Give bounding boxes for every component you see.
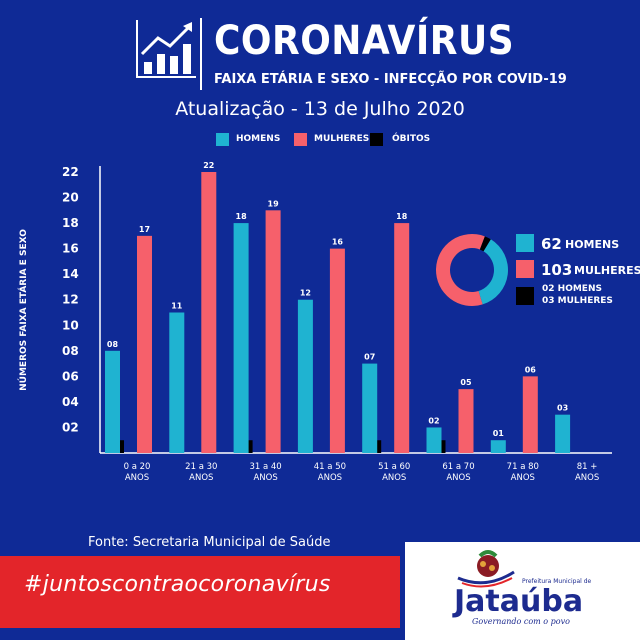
bar-mulheres (265, 210, 281, 453)
source-note: Fonte: Secretaria Municipal de Saúde (88, 535, 331, 550)
donut-swatch-obitos (516, 287, 534, 305)
bar-mulheres (329, 248, 345, 453)
x-tick-label: 31 a 40 (249, 462, 281, 472)
bar-homens (426, 427, 442, 453)
data-label-homens: 02 (428, 416, 439, 425)
y-tick-label: 16 (62, 242, 79, 256)
chart-growth-icon (136, 20, 196, 78)
bar-homens (297, 299, 313, 453)
x-tick-label: 51 a 60 (378, 462, 410, 472)
x-tick-label: 21 a 30 (185, 462, 217, 472)
legend-label-mulheres: MULHERES (314, 134, 370, 144)
donut-homens-value: 62 (541, 235, 562, 253)
data-label-mulheres: 19 (268, 199, 280, 208)
legend-swatch-mulheres (294, 133, 307, 146)
data-label-mulheres: 18 (396, 212, 408, 221)
donut-chart (436, 234, 508, 306)
legend-swatch-obitos (370, 133, 383, 146)
data-label-mulheres: 05 (460, 378, 472, 387)
y-tick-label: 02 (62, 420, 79, 434)
data-label-homens: 12 (300, 289, 311, 298)
bar-homens (169, 312, 185, 453)
x-tick-label-unit: ANOS (318, 473, 342, 483)
data-label-homens: 11 (171, 302, 183, 311)
logo-name: Jataúba (454, 584, 584, 619)
donut-slice (478, 239, 508, 305)
data-label-homens: 18 (236, 212, 248, 221)
x-tick-label: 81 + (577, 462, 598, 472)
page-title: CORONAVÍRUS (214, 18, 515, 64)
page-subtitle: FAIXA ETÁRIA E SEXO - INFECÇÃO POR COVID… (214, 72, 567, 87)
y-tick-label: 06 (62, 369, 79, 383)
logo-panel (405, 542, 640, 640)
bar-homens (233, 223, 249, 453)
x-tick-label: 71 a 80 (507, 462, 539, 472)
bar-chart: NÚMEROS FAIXA ETÁRIA E SEXO 02 04 06 08 10 12 1… (17, 161, 612, 483)
bar-homens (105, 350, 120, 453)
y-axis-label: NÚMEROS FAIXA ETÁRIA E SEXO (17, 229, 29, 391)
data-label-mulheres: 22 (203, 161, 214, 170)
bar-mulheres (458, 389, 474, 453)
x-tick-label-unit: ANOS (125, 473, 149, 483)
logo-small-text: Prefeitura Municipal de (522, 578, 592, 585)
donut-slice (479, 236, 491, 252)
x-tick-label-unit: ANOS (575, 473, 599, 483)
donut-mulheres-label: MULHERES (574, 264, 640, 277)
x-tick-label-unit: ANOS (511, 473, 535, 483)
donut-swatch-mulheres (516, 260, 534, 278)
y-tick-label: 18 (62, 216, 79, 230)
municipal-logo-emblem (457, 550, 515, 588)
y-tick-label: 22 (62, 165, 79, 179)
x-tick-label-unit: ANOS (253, 473, 277, 483)
y-tick-label: 14 (62, 267, 79, 281)
header-divider (200, 18, 202, 90)
bar-mulheres (201, 172, 217, 453)
donut-obitos-line1: 02 HOMENS (542, 284, 602, 294)
update-date: Atualização - 13 de Julho 2020 (175, 98, 465, 120)
hashtag-text: #juntoscontraocoronavírus (24, 572, 331, 597)
bar-mulheres (522, 376, 538, 453)
x-tick-label: 0 a 20 (124, 462, 151, 472)
x-tick-label-unit: ANOS (382, 473, 406, 483)
data-label-homens: 01 (493, 429, 505, 438)
donut-swatch-homens (516, 234, 534, 252)
donut-slice (436, 234, 485, 306)
data-label-mulheres: 17 (139, 225, 150, 234)
data-label-homens: 08 (107, 340, 119, 349)
y-tick-label: 08 (62, 344, 79, 358)
legend-label-homens: HOMENS (236, 134, 281, 144)
bar-homens (490, 440, 506, 453)
data-label-mulheres: 16 (332, 238, 344, 247)
y-tick-label: 20 (62, 191, 79, 205)
legend-label-obitos: ÓBITOS (392, 134, 431, 144)
bar-homens (362, 363, 378, 453)
data-label-mulheres: 06 (525, 365, 537, 374)
hashtag-banner: #juntoscontraocoronavírus (0, 556, 400, 628)
y-tick-label: 12 (62, 293, 79, 307)
x-tick-label: 41 a 50 (314, 462, 346, 472)
x-tick-label-unit: ANOS (446, 473, 470, 483)
logo-slogan: Governando com o povo (472, 617, 570, 626)
y-tick-label: 04 (62, 395, 79, 409)
x-tick-label-unit: ANOS (189, 473, 213, 483)
bar-homens (555, 414, 571, 453)
bar-mulheres (394, 223, 410, 453)
y-tick-label: 10 (62, 318, 79, 332)
x-tick-label: 61 a 70 (442, 462, 474, 472)
bar-mulheres (137, 235, 152, 453)
data-label-homens: 03 (557, 404, 568, 413)
donut-homens-label: HOMENS (565, 238, 620, 251)
donut-obitos-line2: 03 MULHERES (542, 296, 613, 306)
donut-mulheres-value: 103 (541, 261, 573, 279)
data-label-homens: 07 (364, 353, 375, 362)
legend-swatch-homens (216, 133, 229, 146)
